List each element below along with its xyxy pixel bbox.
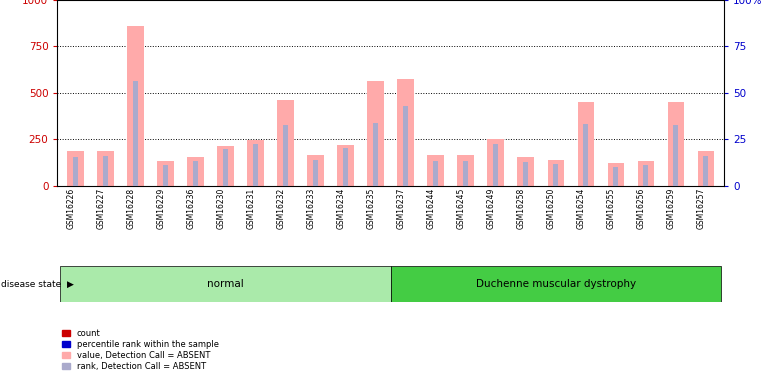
Bar [103, 156, 108, 186]
Text: GSM16259: GSM16259 [667, 188, 676, 230]
Bar [643, 165, 648, 186]
Bar [337, 145, 354, 186]
Bar [343, 148, 348, 186]
Bar [61, 266, 391, 302]
Text: GSM16257: GSM16257 [697, 188, 705, 230]
Bar [391, 266, 721, 302]
Bar [553, 164, 558, 186]
Text: GSM16228: GSM16228 [126, 188, 136, 229]
Text: GSM16256: GSM16256 [637, 188, 646, 230]
Bar [493, 144, 498, 186]
Bar [97, 151, 113, 186]
Bar [373, 123, 378, 186]
Bar [193, 162, 198, 186]
Legend: count, percentile rank within the sample, value, Detection Call = ABSENT, rank, : count, percentile rank within the sample… [61, 328, 218, 371]
Bar [277, 100, 294, 186]
Text: GSM16254: GSM16254 [577, 188, 586, 230]
Bar [434, 162, 438, 186]
Text: normal: normal [207, 279, 244, 289]
Bar [487, 139, 504, 186]
Bar [607, 164, 624, 186]
Bar [583, 124, 588, 186]
Bar [187, 157, 204, 186]
Text: GSM16235: GSM16235 [367, 188, 375, 230]
Text: disease state  ▶: disease state ▶ [1, 280, 74, 289]
Text: GSM16230: GSM16230 [217, 188, 225, 230]
Text: GSM16229: GSM16229 [156, 188, 165, 229]
Text: GSM16258: GSM16258 [517, 188, 525, 229]
Bar [518, 157, 534, 186]
Bar [73, 157, 78, 186]
Bar [427, 155, 444, 186]
Bar [398, 79, 414, 186]
Bar [313, 160, 318, 186]
Bar [614, 167, 618, 186]
Text: GSM16231: GSM16231 [247, 188, 256, 229]
Text: GSM16250: GSM16250 [547, 188, 556, 230]
Bar [673, 125, 679, 186]
Bar [368, 81, 384, 186]
Text: GSM16232: GSM16232 [277, 188, 286, 229]
Bar [307, 155, 324, 186]
Bar [247, 140, 264, 186]
Bar [578, 102, 594, 186]
Bar [457, 155, 474, 186]
Text: GSM16244: GSM16244 [427, 188, 436, 230]
Text: GSM16245: GSM16245 [457, 188, 466, 230]
Bar [548, 160, 564, 186]
Text: Duchenne muscular dystrophy: Duchenne muscular dystrophy [476, 279, 636, 289]
Text: GSM16255: GSM16255 [607, 188, 616, 230]
Bar [668, 102, 684, 186]
Bar [133, 81, 138, 186]
Bar [157, 162, 174, 186]
Bar [698, 151, 714, 186]
Bar [67, 151, 83, 186]
Bar [218, 146, 234, 186]
Bar [127, 26, 144, 186]
Text: GSM16234: GSM16234 [336, 188, 345, 230]
Bar [223, 149, 228, 186]
Bar [283, 125, 288, 186]
Text: GSM16237: GSM16237 [397, 188, 406, 230]
Bar [403, 106, 408, 186]
Bar [703, 156, 709, 186]
Text: GSM16236: GSM16236 [187, 188, 195, 230]
Bar [463, 162, 468, 186]
Bar [637, 162, 654, 186]
Text: GSM16233: GSM16233 [306, 188, 316, 230]
Bar [523, 162, 529, 186]
Text: GSM16226: GSM16226 [67, 188, 76, 229]
Text: GSM16227: GSM16227 [97, 188, 106, 229]
Text: GSM16249: GSM16249 [486, 188, 496, 230]
Bar [253, 144, 258, 186]
Bar [163, 165, 168, 186]
